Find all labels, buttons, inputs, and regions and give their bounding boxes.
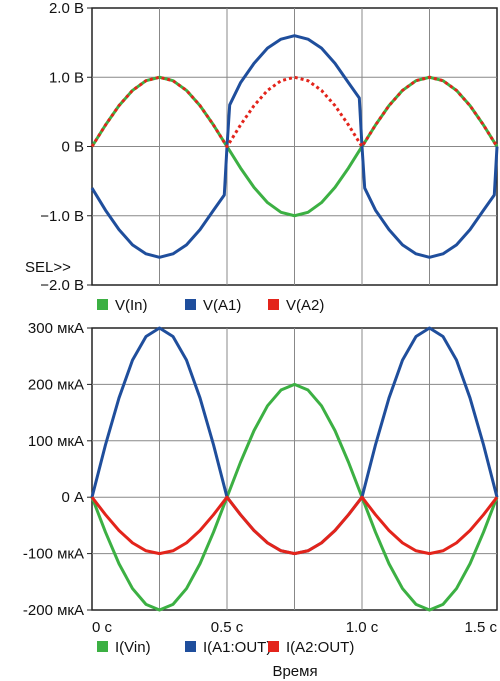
legend-label: V(A2) (286, 297, 324, 314)
y-tick-label: 200 мкА (28, 376, 84, 393)
series-line-i-a2-out (90, 495, 499, 556)
legend-swatch (185, 299, 196, 310)
y-tick-label: 300 мкА (28, 320, 84, 337)
legend-swatch (268, 641, 279, 652)
series-line-i-vin (90, 382, 499, 612)
x-tick-label: 0 с (92, 619, 113, 636)
x-tick-label: 1.5 с (464, 619, 497, 636)
voltage-legend: V(In) V(A1) V(A2) (97, 297, 324, 314)
legend-label: V(A1) (203, 297, 241, 314)
y-tick-label: 0 В (61, 139, 84, 156)
legend-swatch (268, 299, 279, 310)
x-tick-label: 1.0 с (346, 619, 379, 636)
y-tick-label: −1.0 В (40, 208, 84, 225)
y-tick-label: 100 мкА (28, 433, 84, 450)
y-tick-label: -100 мкА (23, 546, 84, 563)
x-axis-label: Время (272, 663, 317, 680)
legend-swatch (97, 299, 108, 310)
current-legend: I(Vin) I(A1:OUT) I(A2:OUT) (97, 639, 354, 656)
legend-swatch (185, 641, 196, 652)
legend-swatch (97, 641, 108, 652)
x-tick-label: 0.5 с (211, 619, 244, 636)
y-tick-label: −2.0 В (40, 277, 84, 294)
current-plot: 300 мкА 200 мкА 100 мкА 0 А -100 мкА -200 мкА… (23, 320, 499, 636)
series-line-v-in (90, 75, 499, 218)
legend-label: I(A1:OUT) (203, 639, 271, 656)
y-tick-label: 1.0 В (49, 69, 84, 86)
sel-label: SEL>> (25, 259, 71, 276)
series-line-v-a2 (90, 75, 499, 148)
y-tick-label: -200 мкА (23, 602, 84, 619)
legend-label: I(A2:OUT) (286, 639, 354, 656)
legend-label: V(In) (115, 297, 148, 314)
y-tick-label: 0 А (61, 489, 84, 506)
y-tick-label: 2.0 В (49, 0, 84, 17)
series-line-v-a1 (90, 34, 499, 259)
legend-label: I(Vin) (115, 639, 151, 656)
